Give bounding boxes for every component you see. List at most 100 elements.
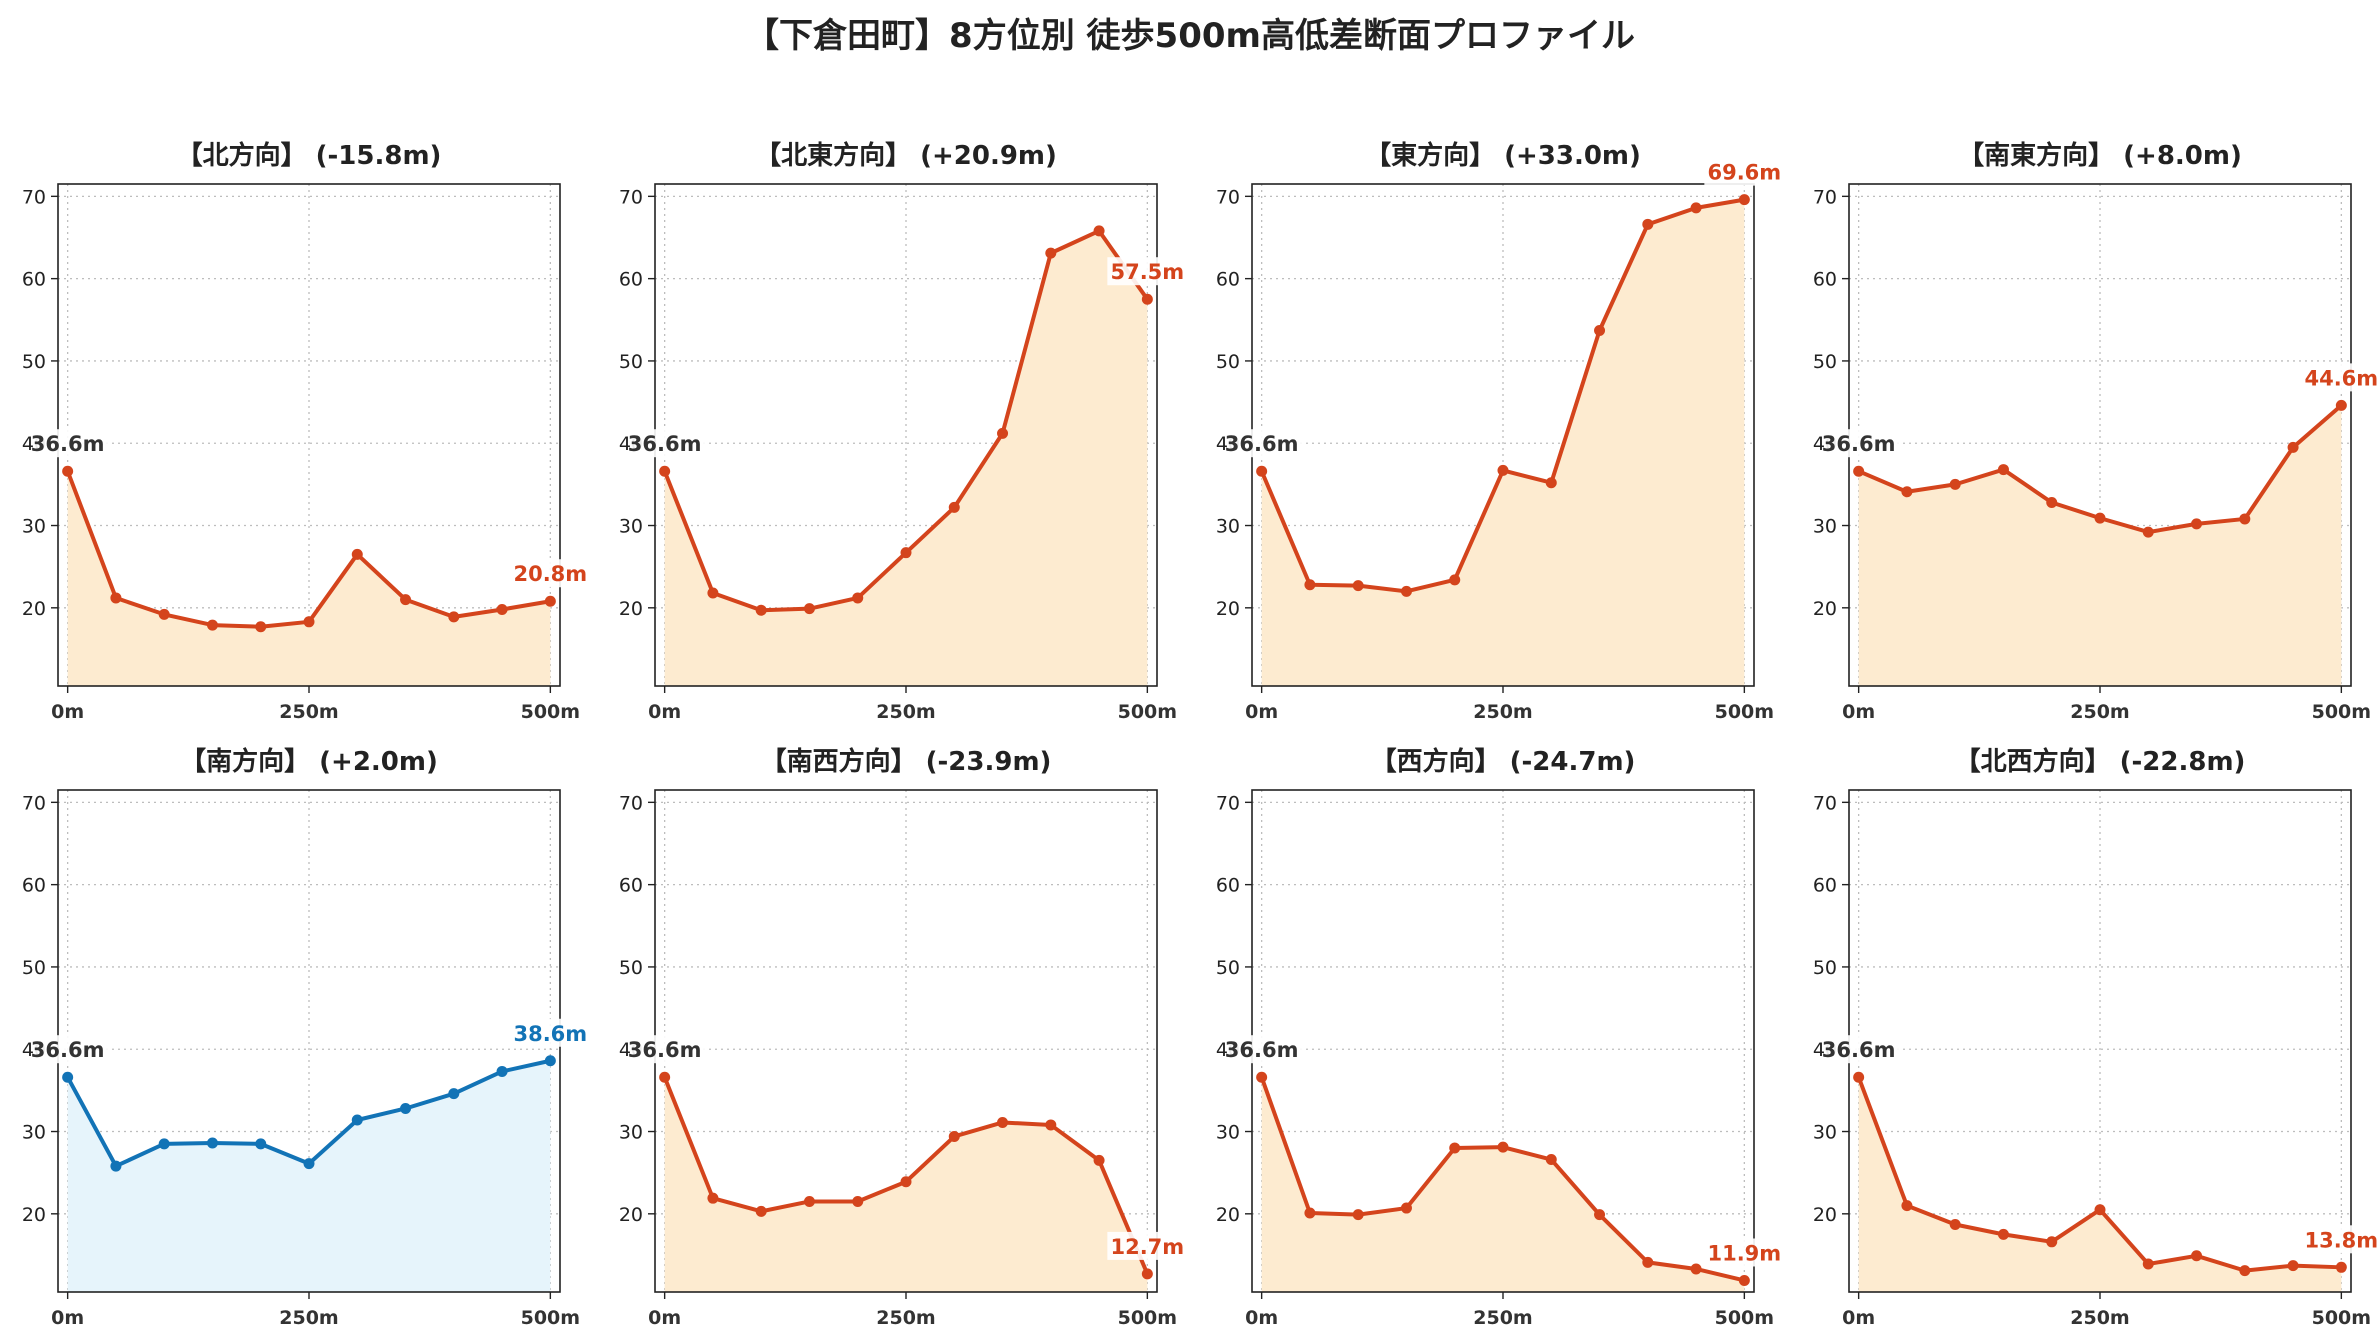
end-label: 57.5m bbox=[1110, 260, 1184, 284]
data-point bbox=[2094, 512, 2106, 524]
y-tick-label: 30 bbox=[619, 1122, 643, 1144]
y-tick-label: 30 bbox=[1216, 1122, 1240, 1144]
start-label-bg bbox=[33, 1035, 112, 1064]
data-point bbox=[1400, 1202, 1412, 1214]
y-tick-label: 50 bbox=[1813, 351, 1837, 373]
x-tick-label: 250m bbox=[2070, 701, 2129, 723]
y-tick-label: 30 bbox=[22, 1122, 46, 1144]
y-tick-label: 60 bbox=[619, 875, 643, 897]
y-tick-label: 70 bbox=[1216, 186, 1240, 208]
x-tick-label: 0m bbox=[1245, 1307, 1278, 1329]
start-label-bg bbox=[630, 429, 709, 458]
y-tick-label: 50 bbox=[1216, 957, 1240, 979]
data-point bbox=[1738, 1274, 1750, 1286]
start-label: 36.6m bbox=[1225, 432, 1299, 456]
data-point bbox=[1997, 1228, 2009, 1240]
data-point bbox=[158, 1138, 170, 1150]
data-point bbox=[1093, 225, 1105, 237]
end-label-bg bbox=[510, 1018, 591, 1047]
y-tick-label: 50 bbox=[619, 351, 643, 373]
data-point bbox=[997, 427, 1009, 439]
data-point bbox=[2287, 441, 2299, 453]
start-label: 36.6m bbox=[1822, 1038, 1896, 1062]
panel-title: 【南東方向】 (+8.0m) bbox=[1958, 140, 2242, 171]
data-point bbox=[448, 611, 460, 623]
x-tick-label: 0m bbox=[1842, 701, 1875, 723]
x-tick-label: 250m bbox=[279, 701, 338, 723]
y-tick-label: 20 bbox=[1216, 598, 1240, 620]
panel-title: 【北東方向】 (+20.9m) bbox=[755, 140, 1057, 171]
data-point bbox=[62, 1071, 74, 1083]
x-tick-label: 250m bbox=[876, 701, 935, 723]
data-point bbox=[852, 1195, 864, 1207]
x-tick-label: 500m bbox=[1715, 1307, 1774, 1329]
data-point bbox=[351, 548, 363, 560]
x-tick-label: 0m bbox=[648, 701, 681, 723]
y-tick-label: 50 bbox=[22, 351, 46, 373]
data-point bbox=[1901, 1200, 1913, 1212]
y-tick-label: 70 bbox=[1813, 186, 1837, 208]
data-point bbox=[1690, 1263, 1702, 1275]
area-fill bbox=[1858, 1077, 2342, 1292]
data-point bbox=[351, 1114, 363, 1126]
x-tick-label: 250m bbox=[2070, 1307, 2129, 1329]
data-point bbox=[206, 619, 218, 631]
y-tick-label: 50 bbox=[1216, 351, 1240, 373]
y-tick-label: 70 bbox=[1813, 792, 1837, 814]
start-label-bg bbox=[1824, 429, 1903, 458]
x-tick-label: 500m bbox=[1118, 701, 1177, 723]
area-fill bbox=[1858, 405, 2342, 686]
start-label-bg bbox=[1227, 429, 1306, 458]
end-label-bg bbox=[1107, 1231, 1188, 1260]
y-tick-label: 70 bbox=[1216, 792, 1240, 814]
data-point bbox=[1141, 293, 1153, 305]
data-point bbox=[803, 603, 815, 615]
start-label: 36.6m bbox=[628, 1038, 702, 1062]
data-point bbox=[400, 594, 412, 606]
start-label: 36.6m bbox=[31, 1038, 105, 1062]
y-tick-label: 70 bbox=[619, 186, 643, 208]
data-point bbox=[948, 501, 960, 513]
x-tick-label: 250m bbox=[876, 1307, 935, 1329]
x-tick-label: 500m bbox=[1118, 1307, 1177, 1329]
y-tick-label: 60 bbox=[619, 269, 643, 291]
end-label: 44.6m bbox=[2304, 366, 2378, 390]
data-point bbox=[255, 1138, 267, 1150]
panel-title: 【西方向】 (-24.7m) bbox=[1371, 746, 1636, 777]
data-point bbox=[707, 1192, 719, 1204]
y-tick-label: 20 bbox=[1813, 598, 1837, 620]
x-tick-label: 500m bbox=[521, 701, 580, 723]
data-point bbox=[1545, 1154, 1557, 1166]
x-tick-label: 0m bbox=[648, 1307, 681, 1329]
data-point bbox=[1642, 1256, 1654, 1268]
x-tick-label: 500m bbox=[2312, 701, 2371, 723]
data-point bbox=[1545, 477, 1557, 489]
x-tick-label: 0m bbox=[51, 1307, 84, 1329]
data-point bbox=[2046, 1236, 2058, 1248]
panel-3: 【南東方向】 (+8.0m)2030405060700m250m500m36.6… bbox=[1813, 140, 2380, 723]
data-point bbox=[1141, 1268, 1153, 1280]
y-tick-label: 50 bbox=[619, 957, 643, 979]
panel-title: 【南西方向】 (-23.9m) bbox=[761, 746, 1052, 777]
data-point bbox=[2191, 1250, 2203, 1262]
area-fill bbox=[1261, 199, 1745, 687]
data-point bbox=[1045, 1119, 1057, 1131]
data-point bbox=[2142, 1258, 2154, 1270]
end-label: 12.7m bbox=[1110, 1235, 1184, 1259]
data-point bbox=[1853, 465, 1865, 477]
data-point bbox=[2335, 399, 2347, 411]
y-tick-label: 30 bbox=[619, 516, 643, 538]
data-point bbox=[1949, 1219, 1961, 1231]
start-label-bg bbox=[1824, 1035, 1903, 1064]
y-tick-label: 70 bbox=[22, 186, 46, 208]
data-point bbox=[303, 616, 315, 628]
end-label: 13.8m bbox=[2304, 1228, 2378, 1252]
data-point bbox=[2142, 526, 2154, 538]
panel-title: 【北西方向】 (-22.8m) bbox=[1955, 746, 2246, 777]
series-line bbox=[65, 470, 551, 629]
data-point bbox=[1449, 1142, 1461, 1154]
y-tick-label: 20 bbox=[1813, 1204, 1837, 1226]
y-tick-label: 70 bbox=[22, 792, 46, 814]
data-point bbox=[110, 1160, 122, 1172]
